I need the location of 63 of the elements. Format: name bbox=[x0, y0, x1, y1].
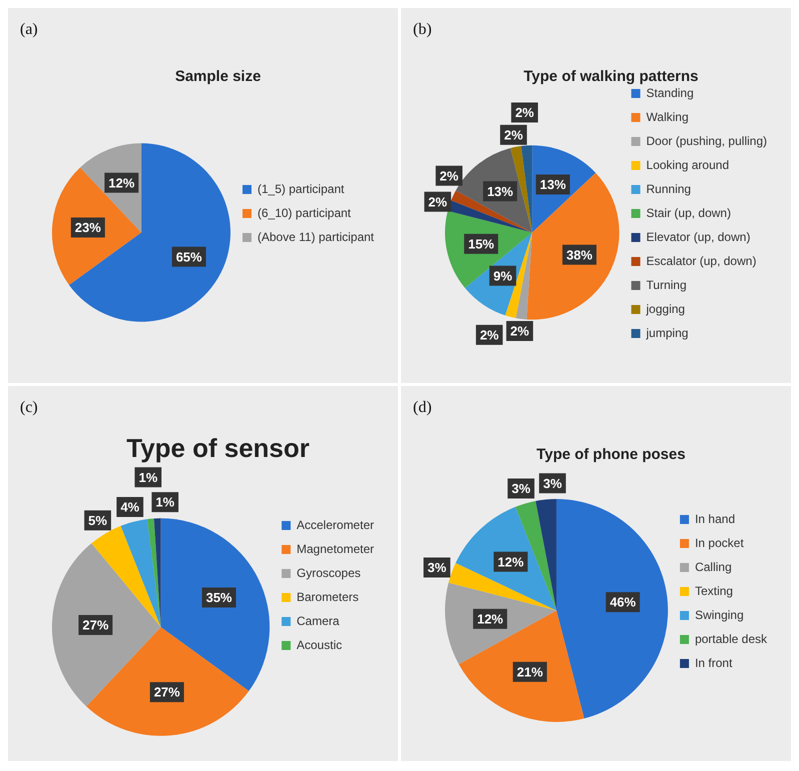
legend-label: Walking bbox=[646, 110, 688, 124]
data-label: 27% bbox=[82, 618, 109, 633]
data-label: 38% bbox=[566, 247, 593, 262]
chart-title: Type of sensor bbox=[126, 432, 310, 463]
legend-label: Door (pushing, pulling) bbox=[646, 134, 768, 148]
data-label: 2% bbox=[428, 194, 448, 210]
data-label: 2% bbox=[515, 105, 534, 120]
legend-label: (1_5) participant bbox=[257, 182, 345, 196]
data-label: 65% bbox=[176, 249, 202, 264]
legend-label: In front bbox=[694, 656, 733, 670]
legend-label: Escalator (up, down) bbox=[646, 254, 756, 268]
text: (a) bbox=[20, 21, 38, 38]
data-label: 13% bbox=[487, 184, 514, 199]
legend-label: portable desk bbox=[694, 632, 768, 646]
data-label: 9% bbox=[493, 268, 513, 284]
text: (d) bbox=[413, 399, 432, 416]
text: Type of walking patterns bbox=[524, 68, 698, 86]
data-label: 2% bbox=[504, 128, 524, 143]
legend-label: Calling bbox=[694, 560, 732, 574]
data-label: 2% bbox=[510, 324, 530, 339]
chart-title: Sample size bbox=[175, 68, 261, 86]
legend-label: Stair (up, down) bbox=[646, 206, 731, 220]
legend-label: (Above 11) participant bbox=[257, 230, 375, 244]
legend-label: Swinging bbox=[694, 608, 744, 622]
data-label: 15% bbox=[468, 236, 495, 252]
data-label: 1% bbox=[138, 470, 158, 485]
legend-label: Gyroscopes bbox=[296, 566, 361, 580]
text: (b) bbox=[413, 21, 432, 38]
legend-label: Barometers bbox=[296, 590, 359, 604]
data-label: 13% bbox=[540, 177, 566, 192]
legend-label: In pocket bbox=[694, 536, 744, 550]
data-label: 27% bbox=[154, 684, 180, 700]
legend-label: (6_10) participant bbox=[257, 206, 352, 220]
data-label: 35% bbox=[206, 590, 232, 606]
legend-label: Turning bbox=[646, 278, 687, 292]
data-label: 5% bbox=[88, 512, 108, 528]
legend-label: Running bbox=[646, 182, 691, 196]
legend-label: Looking around bbox=[646, 158, 729, 172]
legend-label: Accelerometer bbox=[296, 518, 374, 532]
data-label: 12% bbox=[477, 611, 504, 626]
legend-label: Standing bbox=[646, 86, 694, 100]
data-label: 3% bbox=[543, 476, 562, 491]
data-label: 3% bbox=[512, 481, 531, 496]
legend-label: Magnetometer bbox=[296, 542, 374, 556]
data-label: 12% bbox=[108, 175, 135, 190]
data-label: 46% bbox=[610, 594, 636, 610]
chart-title: Type of phone poses bbox=[536, 446, 686, 464]
data-label: 2% bbox=[480, 327, 500, 342]
data-label: 3% bbox=[428, 560, 447, 576]
legend-label: Texting bbox=[694, 584, 733, 598]
data-label: 12% bbox=[498, 554, 524, 570]
data-label: 21% bbox=[516, 664, 544, 680]
text: (c) bbox=[20, 399, 38, 416]
legend-label: Acoustic bbox=[296, 638, 342, 652]
data-label: 4% bbox=[120, 500, 140, 515]
legend-label: In hand bbox=[694, 512, 735, 526]
legend-label: jumping bbox=[645, 326, 688, 340]
legend-label: Elevator (up, down) bbox=[646, 230, 750, 244]
data-label: 1% bbox=[156, 494, 175, 510]
data-label: 2% bbox=[440, 168, 459, 184]
legend-label: jogging bbox=[645, 302, 685, 316]
data-label: 23% bbox=[74, 220, 102, 236]
legend-label: Camera bbox=[296, 614, 340, 628]
